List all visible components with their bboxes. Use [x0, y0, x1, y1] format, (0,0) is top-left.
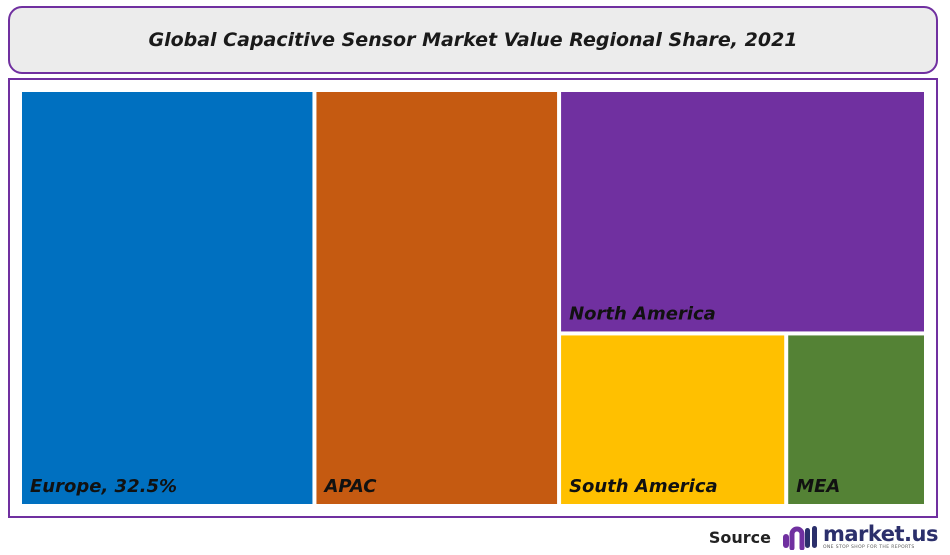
- source-footer: Source market.us ONE STOP SHOP FOR THE R…: [708, 521, 939, 552]
- treemap-tile-mea: MEA: [788, 335, 924, 504]
- treemap-label-mea: MEA: [796, 476, 840, 497]
- treemap-rect-south-america: [561, 335, 785, 504]
- treemap-rect-mea: [788, 335, 924, 504]
- treemap-tile-south-america: South America: [561, 335, 785, 504]
- logo-tagline: ONE STOP SHOP FOR THE REPORTS: [822, 544, 915, 550]
- treemap-tile-apac: APAC: [316, 92, 558, 504]
- treemap-rect-apac: [316, 92, 558, 504]
- treemap-tile-north-america: North America: [561, 92, 924, 332]
- treemap-frame: Europe, 32.5% APAC North America South Amer…: [8, 78, 938, 518]
- treemap-label-north-america: North America: [569, 303, 716, 324]
- logo-wordmark: market.us ONE STOP SHOP FOR THE REPORTS: [822, 521, 939, 551]
- treemap-tile-europe: Europe, 32.5%: [22, 92, 313, 504]
- chart-title-box: Global Capacitive Sensor Market Value Re…: [8, 6, 938, 74]
- chart-title: Global Capacitive Sensor Market Value Re…: [148, 29, 798, 51]
- treemap-rect-europe: [22, 92, 313, 504]
- logo-name: market.us: [822, 521, 939, 546]
- treemap-label-south-america: South America: [569, 476, 718, 497]
- treemap-rect-north-america: [561, 92, 924, 332]
- market-us-logo-icon: [782, 526, 817, 550]
- treemap-label-apac: APAC: [322, 476, 377, 497]
- treemap-label-europe: Europe, 32.5%: [30, 476, 177, 497]
- treemap-chart: Europe, 32.5% APAC North America South Amer…: [22, 92, 924, 504]
- source-label: Source: [708, 527, 771, 547]
